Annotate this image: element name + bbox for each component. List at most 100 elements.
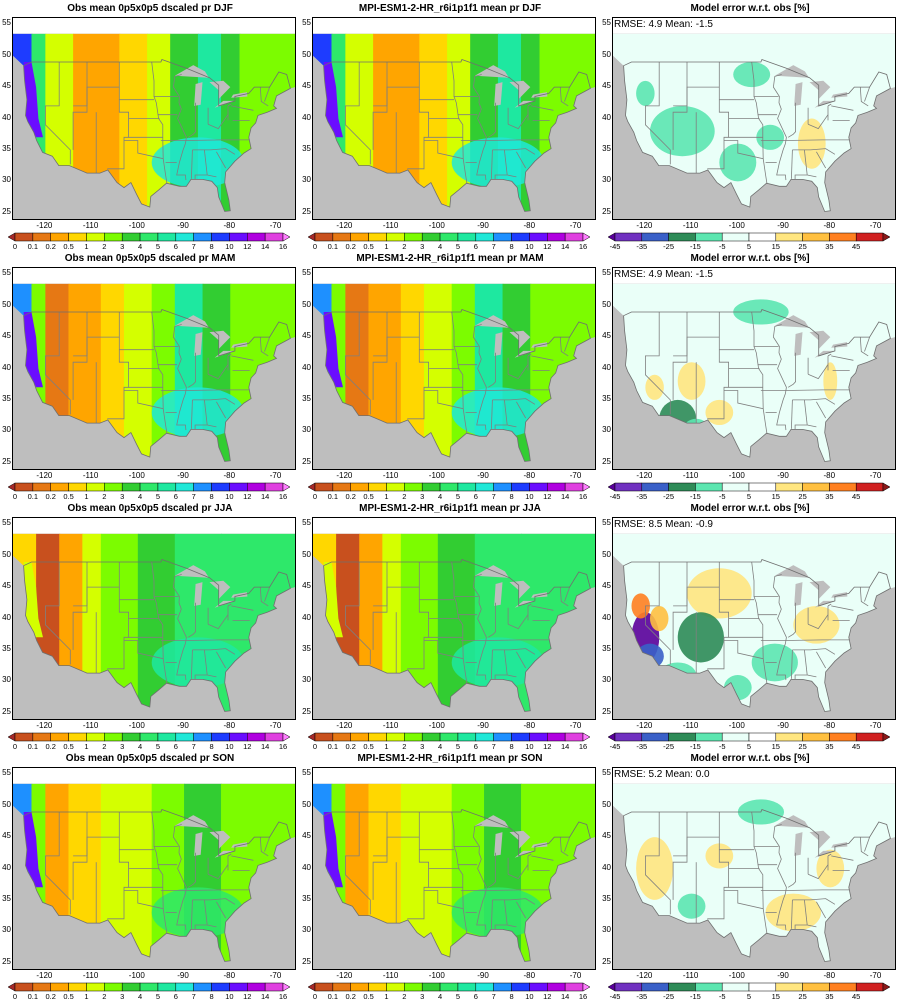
state-border <box>259 837 269 857</box>
panel-title: Model error w.r.t. obs [%] <box>690 753 810 764</box>
great-lake <box>174 315 209 328</box>
colorbar-label: 0.1 <box>327 242 339 251</box>
longitude-tick-label: -110 <box>82 471 99 480</box>
colorbar-segment <box>475 482 494 492</box>
pacific-northwest-band <box>323 562 343 638</box>
latitude-tick-label: 35 <box>2 893 11 903</box>
colorbar-label: 14 <box>560 992 570 1001</box>
state-border <box>187 852 197 888</box>
longitude-tick-label: -90 <box>477 721 489 730</box>
state-border <box>194 924 208 930</box>
precip-colorbar: 0 0.1 0.2 0.5 1 2 3 4 5 6 7 8 10 12 14 16 <box>0 232 300 251</box>
colorbar-label: 5 <box>746 242 752 251</box>
state-border <box>831 105 854 111</box>
longitude-tick-label: -90 <box>177 971 189 980</box>
colorbar-segment <box>695 982 723 992</box>
colorbar-label: 4 <box>137 992 143 1001</box>
colorbar-label: -35 <box>636 492 648 501</box>
colorbar-label: 2 <box>102 992 107 1001</box>
state-border <box>151 811 168 934</box>
colorbar-segment <box>247 732 266 742</box>
colorbar-label: -25 <box>663 742 675 751</box>
state-border <box>516 651 527 669</box>
latitude-tick-label: 40 <box>2 112 11 122</box>
latitude-tick-label: 30 <box>302 175 311 185</box>
colorbar-label: 0 <box>312 492 318 501</box>
colorbar-label: 6 <box>173 992 178 1001</box>
latitude-tick-label: 45 <box>602 331 611 341</box>
great-lake <box>774 565 809 578</box>
colorbar-label: 10 <box>525 492 534 501</box>
panel-title: Model error w.r.t. obs [%] <box>690 3 810 14</box>
colorbar-segment <box>32 982 51 992</box>
colorbar-segment <box>104 732 123 742</box>
latitude-tick-label: 30 <box>602 425 611 435</box>
state-border <box>564 836 570 852</box>
state-border <box>527 853 532 857</box>
colorbar-label: 0.5 <box>363 492 374 501</box>
state-border <box>724 640 764 660</box>
colorbar-label: 0.2 <box>45 492 56 501</box>
state-border <box>816 151 827 169</box>
colorbar-segment <box>882 232 891 242</box>
colorbar-label: 12 <box>543 992 552 1001</box>
latitude-tick-label: 30 <box>2 425 11 435</box>
latitude-tick-label: 40 <box>302 862 311 872</box>
state-border <box>45 562 71 665</box>
state-border <box>204 399 208 426</box>
state-border <box>451 811 468 934</box>
colorbar-segment <box>511 732 530 742</box>
colorbar-label: 0.1 <box>327 742 339 751</box>
colorbar-label: -15 <box>689 492 701 501</box>
latitude-tick-label: 30 <box>602 175 611 185</box>
state-border <box>531 105 554 111</box>
colorbar-label: 8 <box>209 242 214 251</box>
longitude-tick-label: -70 <box>869 721 882 730</box>
colorbar-label: 45 <box>852 242 861 251</box>
colorbar-segment <box>802 232 830 242</box>
colorbar-segment <box>86 732 105 742</box>
state-border <box>373 86 420 107</box>
error-statistics: RMSE: 4.9 Mean: -1.5 <box>614 269 713 280</box>
state-border <box>673 586 720 607</box>
colorbar-segment <box>607 982 616 992</box>
colorbar-segment <box>386 232 405 242</box>
latitude-tick-label: 25 <box>602 206 611 216</box>
state-border <box>504 899 508 926</box>
colorbar-label: 7 <box>491 492 496 501</box>
error-anomaly-region <box>816 849 845 888</box>
colorbar-label: 7 <box>191 992 196 1001</box>
latitude-tick-label: 50 <box>602 799 611 809</box>
state-border <box>194 424 208 430</box>
colorbar-segment <box>368 982 387 992</box>
colorbar-segment <box>229 732 248 742</box>
colorbar-label: 4 <box>437 992 443 1001</box>
great-lake <box>809 80 831 99</box>
state-border <box>45 312 71 415</box>
latitude-tick-label: 55 <box>302 518 311 528</box>
colorbar-label: 14 <box>260 242 270 251</box>
error-map <box>613 518 895 719</box>
precip-map <box>313 268 595 469</box>
latitude-tick-label: 25 <box>2 956 11 966</box>
colorbar-segment <box>564 232 584 242</box>
longitude-tick-label: -100 <box>728 721 745 730</box>
error-anomaly-region <box>649 105 715 157</box>
state-border <box>216 151 227 169</box>
colorbar-label: 6 <box>473 242 478 251</box>
latitude-tick-label: 30 <box>2 175 11 185</box>
great-lake <box>509 80 531 99</box>
southeast-moisture-region <box>451 137 545 188</box>
colorbar-segment <box>721 232 750 242</box>
precip-band <box>428 783 453 962</box>
colorbar-label: 0.1 <box>327 492 339 501</box>
longitude-tick-label: -70 <box>269 971 282 980</box>
colorbar-segment <box>121 232 141 242</box>
state-border <box>792 648 836 655</box>
state-border <box>827 353 832 357</box>
colorbar-segment <box>829 982 857 992</box>
panel-title: Model error w.r.t. obs [%] <box>690 253 810 264</box>
colorbar-label: 0 <box>12 242 18 251</box>
colorbar-segment <box>50 732 69 742</box>
coastline <box>623 58 891 212</box>
